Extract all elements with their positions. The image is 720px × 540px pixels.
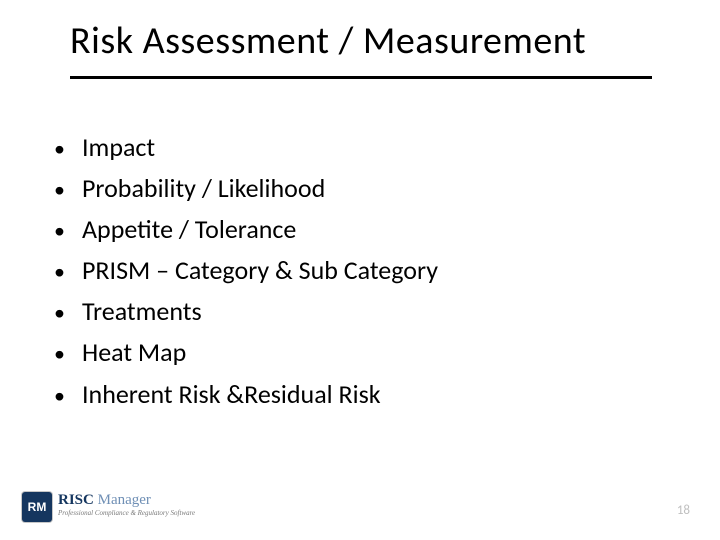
slide: Risk Assessment / Measurement • Impact •… — [0, 0, 720, 540]
logo-tagline: Professional Compliance & Regulatory Sof… — [58, 509, 195, 517]
logo-main-text: RISC Manager — [58, 493, 195, 508]
page-number: 18 — [677, 503, 690, 518]
list-item: • Probability / Likelihood — [50, 171, 610, 206]
bullet-icon: • — [50, 298, 82, 328]
bullet-list: • Impact • Probability / Likelihood • Ap… — [50, 130, 610, 418]
bullet-text: Appetite / Tolerance — [82, 212, 296, 247]
logo-bold: RISC — [58, 492, 94, 508]
list-item: • Treatments — [50, 294, 610, 329]
bullet-text: Heat Map — [82, 335, 186, 370]
logo-text: RISC Manager Professional Compliance & R… — [58, 492, 195, 517]
list-item: • Impact — [50, 130, 610, 165]
list-item: • PRISM – Category & Sub Category — [50, 253, 610, 288]
bullet-text: PRISM – Category & Sub Category — [82, 253, 438, 288]
bullet-icon: • — [50, 257, 82, 287]
bullet-text: Treatments — [82, 294, 202, 329]
slide-title: Risk Assessment / Measurement — [70, 18, 650, 64]
list-item: • Appetite / Tolerance — [50, 212, 610, 247]
list-item: • Heat Map — [50, 335, 610, 370]
bullet-text: Impact — [82, 130, 155, 165]
bullet-icon: • — [50, 175, 82, 205]
footer-logo: RM RISC Manager Professional Compliance … — [22, 492, 195, 522]
title-underline — [70, 76, 652, 79]
bullet-icon: • — [50, 339, 82, 369]
logo-badge-icon: RM — [22, 492, 52, 522]
bullet-text: Probability / Likelihood — [82, 171, 325, 206]
logo-light: Manager — [94, 492, 151, 508]
bullet-icon: • — [50, 381, 82, 411]
bullet-icon: • — [50, 134, 82, 164]
bullet-text: Inherent Risk &Residual Risk — [82, 377, 381, 412]
list-item: • Inherent Risk &Residual Risk — [50, 377, 610, 412]
bullet-icon: • — [50, 216, 82, 246]
